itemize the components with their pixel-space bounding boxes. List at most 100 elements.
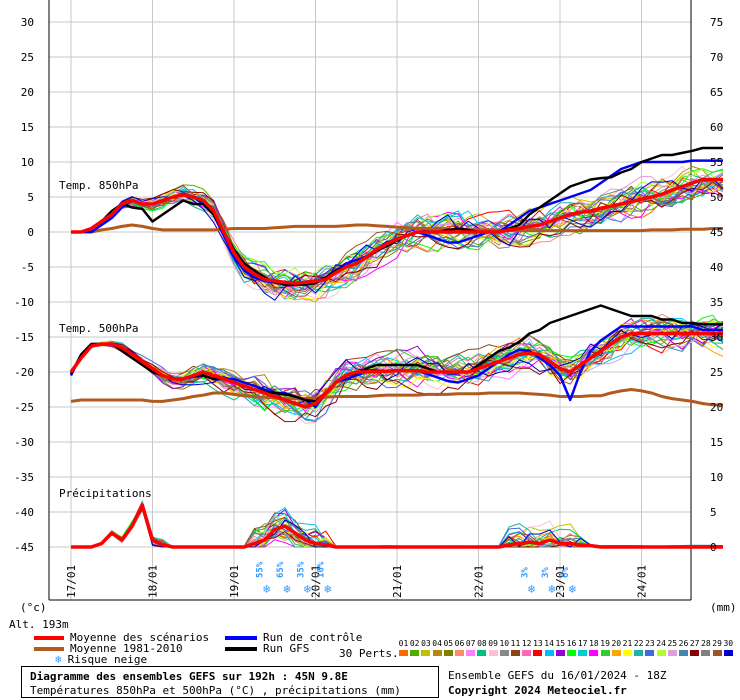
- pert-legend-swatch: [432, 650, 442, 656]
- left-tick-label: -15: [14, 331, 34, 344]
- x-tick-label: 20/01: [310, 565, 323, 598]
- pert-legend-swatch: [712, 650, 722, 656]
- pert-legend-number: 24: [656, 639, 666, 648]
- panel-label-t500: Temp. 500hPa: [59, 322, 138, 335]
- pert-legend-item: 27: [689, 639, 700, 656]
- pert-legend-swatch: [656, 650, 666, 656]
- pert-legend-swatch: [511, 650, 520, 656]
- right-tick-label: 0: [710, 541, 717, 554]
- pert-legend-number: 12: [521, 639, 532, 648]
- legend-climo: Moyenne 1981-2010: [34, 642, 183, 655]
- pert-legend-number: 25: [667, 639, 678, 648]
- axis-ticks: 302520151050-5-10-15-20-25-30-35-40-4575…: [14, 16, 723, 598]
- pert-legend-item: 21: [622, 639, 633, 656]
- pert-legend-swatch: [600, 650, 610, 656]
- right-tick-label: 5: [710, 506, 717, 519]
- pert-legend-swatch: [723, 650, 733, 656]
- perturbation-legend: 01 02 03 04 05 06 07 08 09 10 11 12 13 14 15 16 17 18 19 20…: [398, 639, 734, 661]
- pert-legend-swatch: [567, 650, 576, 656]
- pert-legend-swatch: [555, 650, 565, 656]
- x-tick-label: 24/01: [636, 565, 649, 598]
- pert-legend-item: 06: [454, 639, 465, 656]
- series-line-t850: [71, 177, 723, 285]
- pert-legend-number: 20: [611, 639, 622, 648]
- pert-legend-number: 02: [409, 639, 420, 648]
- pert-legend-swatch: [488, 650, 498, 656]
- pert-legend-item: 01: [398, 639, 409, 656]
- series-line-precip: [71, 503, 723, 549]
- perturbation-line: [70, 178, 724, 297]
- snow-risk-label: 3%: [520, 567, 530, 578]
- left-tick-label: 5: [27, 191, 34, 204]
- pert-legend-number: 22: [633, 639, 644, 648]
- perturbation-line: [70, 168, 724, 281]
- pert-legend-swatch: [421, 650, 431, 656]
- pert-legend-number: 26: [678, 639, 689, 648]
- pert-legend-item: 16: [566, 639, 577, 656]
- perturbation-line: [70, 321, 724, 407]
- snowflake-icon: ❄: [304, 582, 311, 596]
- snow-risk-label: 3%: [541, 567, 551, 578]
- main-series-lines: [69, 146, 723, 549]
- snowflake-icon: ❄: [569, 582, 576, 596]
- right-tick-label: 50: [710, 191, 723, 204]
- pert-legend-swatch: [443, 650, 453, 656]
- pert-legend-item: 30: [723, 639, 734, 656]
- pert-legend-item: 18: [588, 639, 599, 656]
- legend-mean-label: Moyenne des scénarios: [70, 631, 210, 644]
- pert-legend-item: 05: [443, 639, 454, 656]
- pert-legend-swatch: [667, 650, 677, 656]
- pert-legend-item: 20: [611, 639, 622, 656]
- pert-legend-swatch: [589, 650, 599, 656]
- right-tick-label: 20: [710, 401, 723, 414]
- copyright: Copyright 2024 Meteociel.fr: [448, 684, 627, 697]
- pert-legend-number: 04: [432, 639, 442, 648]
- legend-control: Run de contrôle: [225, 631, 362, 644]
- snow-risk-markers: 55% ❄ 65% ❄ 35% ❄ 10% ❄ 3% ❄ 3% ❄ 6% ❄: [256, 561, 576, 596]
- pert-legend-swatch: [578, 650, 588, 656]
- snowflake-icon: ❄: [324, 582, 331, 596]
- right-tick-label: 25: [710, 366, 723, 379]
- legend-climo-label: Moyenne 1981-2010: [70, 642, 183, 655]
- left-tick-label: 20: [21, 86, 34, 99]
- pert-legend-item: 22: [633, 639, 644, 656]
- pert-legend-swatch: [679, 650, 688, 656]
- left-axis-unit: (°c): [20, 601, 47, 614]
- legend-control-label: Run de contrôle: [263, 631, 363, 644]
- pert-legend-number: 21: [622, 639, 633, 648]
- left-tick-label: 30: [21, 16, 34, 29]
- pert-legend-swatch: [634, 650, 644, 656]
- right-tick-label: 45: [710, 226, 723, 239]
- pert-legend-swatch: [544, 650, 554, 656]
- pert-legend-item: 29: [712, 639, 723, 656]
- left-tick-label: 0: [27, 226, 34, 239]
- legend-gfs: Run GFS: [225, 642, 309, 655]
- pert-legend-number: 03: [421, 639, 431, 648]
- snowflake-icon: ❄: [283, 582, 290, 596]
- snow-risk-label: 55%: [256, 561, 266, 578]
- right-tick-label: 15: [710, 436, 723, 449]
- pert-legend-item: 23: [644, 639, 655, 656]
- legend-perts-label: 30 Perts.: [339, 647, 399, 660]
- pert-legend-swatch: [477, 650, 487, 656]
- panel-label-precip: Précipitations: [59, 487, 152, 500]
- footer-title-box: Diagramme des ensembles GEFS sur 192h : …: [21, 666, 439, 698]
- pert-legend-swatch: [455, 650, 464, 656]
- snow-risk-label: 10%: [317, 561, 327, 578]
- pert-legend-number: 13: [533, 639, 543, 648]
- perturbation-line: [70, 317, 724, 404]
- x-tick-label: 19/01: [228, 565, 241, 598]
- pert-legend-number: 27: [689, 639, 700, 648]
- left-tick-label: -20: [14, 366, 34, 379]
- legend-gfs-swatch: [225, 647, 257, 651]
- right-tick-label: 30: [710, 331, 723, 344]
- pert-legend-number: 09: [488, 639, 498, 648]
- pert-legend-item: 04: [432, 639, 443, 656]
- snow-risk-label: 35%: [296, 561, 306, 578]
- pert-legend-number: 11: [510, 639, 521, 648]
- perturbation-line: [70, 322, 724, 406]
- right-tick-label: 60: [710, 121, 723, 134]
- left-tick-label: -45: [14, 541, 34, 554]
- pert-legend-number: 15: [555, 639, 566, 648]
